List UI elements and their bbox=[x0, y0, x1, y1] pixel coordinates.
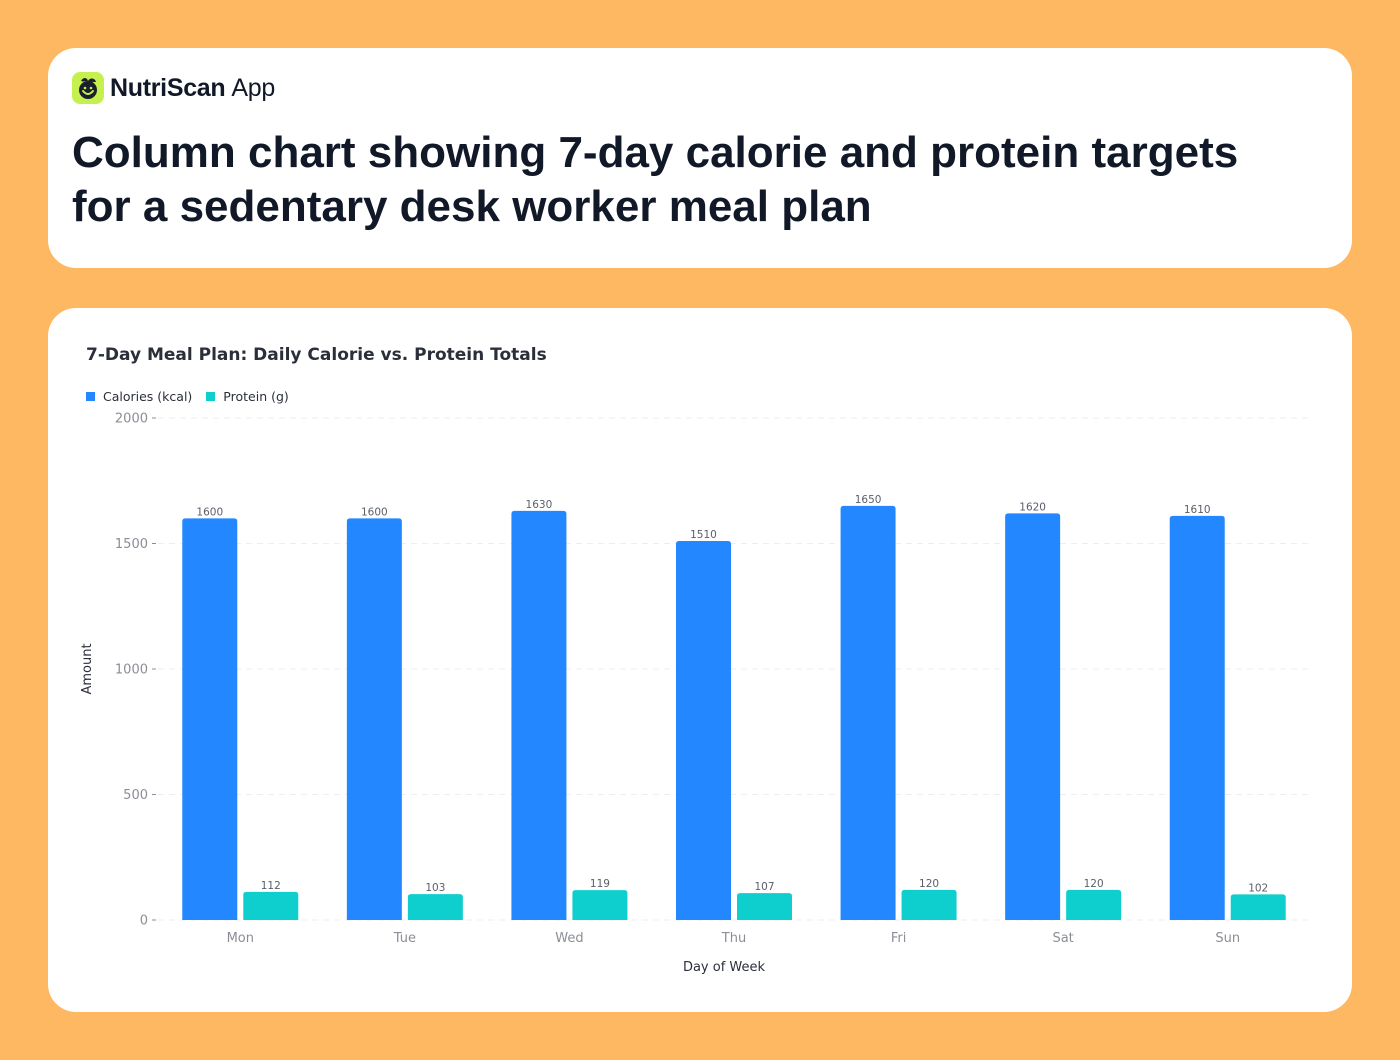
y-tick-label: 1000 bbox=[115, 663, 148, 678]
protein-value-label: 120 bbox=[1084, 878, 1104, 890]
calories-value-label: 1620 bbox=[1019, 501, 1046, 513]
x-tick-label: Tue bbox=[393, 931, 416, 946]
y-tick-label: 2000 bbox=[115, 412, 148, 427]
protein-value-label: 112 bbox=[261, 880, 281, 892]
y-tick-label: 1500 bbox=[115, 537, 148, 552]
calories-value-label: 1510 bbox=[690, 529, 717, 541]
y-tick-label: 500 bbox=[123, 788, 148, 803]
x-tick-label: Sat bbox=[1052, 931, 1073, 946]
chart-title: 7-Day Meal Plan: Daily Calorie vs. Prote… bbox=[86, 345, 547, 365]
calories-bar bbox=[676, 540, 731, 920]
calories-bar bbox=[511, 510, 567, 920]
protein-bar bbox=[572, 890, 628, 920]
calories-value-label: 1610 bbox=[1184, 504, 1211, 516]
protein-value-label: 107 bbox=[754, 881, 774, 893]
protein-bar bbox=[407, 894, 463, 920]
protein-value-label: 102 bbox=[1248, 882, 1268, 894]
calories-value-label: 1600 bbox=[361, 506, 388, 518]
chart-legend: Calories (kcal) Protein (g) bbox=[86, 389, 303, 404]
brand-name: NutriScan App bbox=[110, 74, 275, 103]
x-tick-label: Mon bbox=[227, 931, 254, 946]
calories-value-label: 1650 bbox=[855, 494, 882, 506]
calories-bar bbox=[1169, 515, 1225, 920]
brand: NutriScan App bbox=[72, 72, 275, 104]
legend-swatch-protein bbox=[206, 392, 216, 401]
label-layer: 0 500 1000 1500 2000 1600 112 Mon 1600 103 Tue 1630… bbox=[115, 412, 1268, 947]
calories-bar bbox=[840, 505, 896, 920]
calories-value-label: 1600 bbox=[196, 506, 223, 518]
x-tick-label: Thu bbox=[721, 931, 746, 946]
chart-card: 7-Day Meal Plan: Daily Calorie vs. Prote… bbox=[48, 308, 1352, 1012]
x-tick-label: Fri bbox=[891, 931, 907, 946]
x-axis-label: Day of Week bbox=[683, 960, 766, 975]
bar-layer bbox=[182, 505, 1286, 920]
legend-swatch-calories bbox=[86, 392, 95, 401]
legend-label-protein: Protein (g) bbox=[223, 389, 289, 404]
protein-value-label: 120 bbox=[919, 878, 939, 890]
calories-bar bbox=[182, 518, 238, 920]
y-axis-label: Amount bbox=[80, 643, 95, 694]
brand-name-bold: NutriScan bbox=[110, 73, 226, 102]
y-tick-label: 0 bbox=[140, 914, 148, 929]
calories-bar bbox=[1005, 513, 1061, 920]
protein-bar bbox=[1230, 894, 1286, 920]
protein-bar bbox=[737, 893, 792, 920]
column-chart: 0 500 1000 1500 2000 1600 112 Mon 1600 103 Tue 1630… bbox=[80, 412, 1310, 975]
header-card: NutriScan App Column chart showing 7-day … bbox=[48, 48, 1352, 268]
page-title: Column chart showing 7-day calorie and p… bbox=[72, 128, 1239, 231]
calories-value-label: 1630 bbox=[526, 499, 553, 511]
leaf-smile-icon bbox=[72, 72, 104, 104]
brand-name-app: App bbox=[231, 73, 275, 102]
protein-bar bbox=[243, 891, 299, 920]
protein-value-label: 119 bbox=[590, 878, 610, 890]
protein-bar bbox=[901, 889, 957, 920]
protein-value-label: 103 bbox=[425, 882, 445, 894]
x-tick-label: Sun bbox=[1215, 931, 1240, 946]
protein-bar bbox=[1066, 889, 1122, 920]
legend-item-calories: Calories (kcal) bbox=[86, 389, 192, 404]
legend-label-calories: Calories (kcal) bbox=[103, 389, 193, 404]
legend-item-protein: Protein (g) bbox=[206, 389, 289, 404]
calories-bar bbox=[346, 518, 402, 920]
x-tick-label: Wed bbox=[555, 931, 583, 946]
